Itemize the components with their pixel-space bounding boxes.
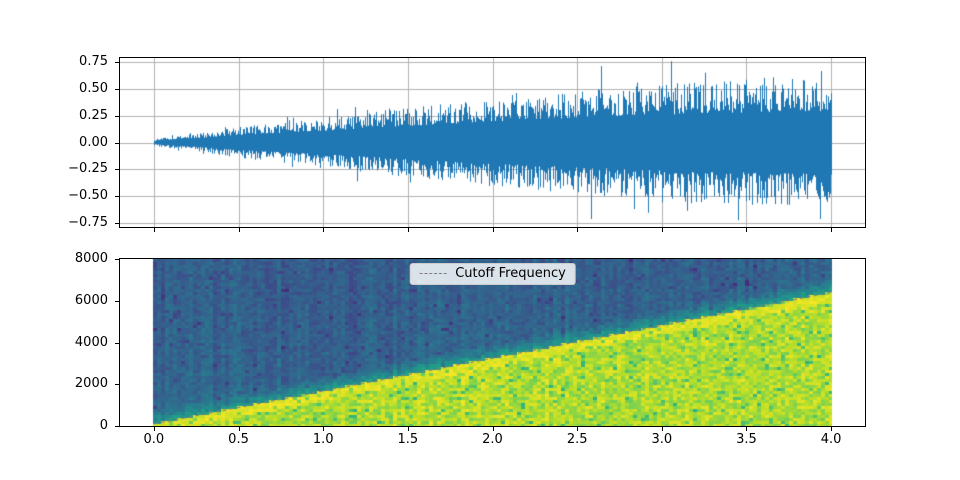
y-tick-mark	[115, 169, 119, 171]
y-tick-label: 8000	[74, 251, 108, 266]
x-tick-mark	[323, 228, 325, 232]
x-tick-label: 1.0	[312, 432, 334, 447]
y-tick-label: 0.50	[79, 81, 108, 97]
y-tick-label: 0.25	[79, 107, 108, 123]
x-tick-mark	[831, 228, 833, 232]
x-tick-mark	[238, 427, 240, 431]
x-tick-mark	[407, 228, 409, 232]
y-tick-label: 6000	[74, 292, 108, 308]
y-tick-mark	[115, 426, 119, 427]
waveform-plot-canvas	[120, 58, 865, 227]
y-tick-mark	[115, 195, 119, 197]
spectrogram-axes: Cutoff Frequency	[119, 258, 866, 427]
y-tick-mark	[115, 384, 119, 386]
y-tick-label: 0.75	[79, 54, 108, 70]
x-tick-mark	[577, 427, 579, 431]
x-tick-label: 0.5	[228, 432, 249, 447]
waveform-axes	[119, 57, 866, 228]
x-tick-mark	[492, 427, 494, 431]
y-tick-label: −0.75	[68, 214, 108, 230]
y-tick-mark	[115, 62, 119, 64]
y-tick-label: 2000	[74, 376, 108, 392]
x-tick-mark	[407, 427, 409, 431]
x-tick-label: 3.0	[651, 432, 673, 447]
x-tick-label: 0.0	[143, 432, 165, 447]
y-tick-mark	[115, 89, 119, 91]
x-tick-mark	[661, 228, 663, 232]
y-tick-label: 0	[99, 418, 108, 433]
legend-label: Cutoff Frequency	[455, 266, 566, 281]
x-tick-mark	[746, 427, 748, 431]
x-tick-label: 4.0	[820, 432, 842, 447]
y-tick-label: −0.25	[68, 161, 108, 177]
y-tick-label: −0.50	[68, 187, 108, 203]
y-tick-mark	[115, 342, 119, 344]
x-tick-label: 2.5	[566, 432, 588, 447]
y-tick-label: 4000	[74, 334, 108, 350]
x-tick-mark	[153, 427, 155, 431]
x-tick-mark	[577, 228, 579, 232]
x-tick-mark	[238, 228, 240, 232]
y-tick-mark	[115, 115, 119, 117]
dashed-line-icon	[419, 273, 447, 274]
y-tick-mark	[115, 259, 119, 260]
cutoff-frequency-legend: Cutoff Frequency	[409, 263, 576, 285]
x-tick-label: 3.5	[736, 432, 757, 447]
x-tick-mark	[153, 228, 155, 232]
y-tick-mark	[115, 300, 119, 302]
y-tick-mark	[115, 222, 119, 224]
x-tick-mark	[661, 427, 663, 431]
x-tick-mark	[492, 228, 494, 232]
x-tick-mark	[746, 228, 748, 232]
y-tick-label: 0.00	[79, 134, 108, 150]
x-tick-mark	[831, 427, 833, 431]
x-tick-label: 2.0	[482, 432, 503, 447]
x-tick-mark	[323, 427, 325, 431]
x-tick-label: 1.5	[397, 432, 419, 447]
y-tick-mark	[115, 142, 119, 144]
spectrogram-plot-canvas	[120, 259, 865, 426]
